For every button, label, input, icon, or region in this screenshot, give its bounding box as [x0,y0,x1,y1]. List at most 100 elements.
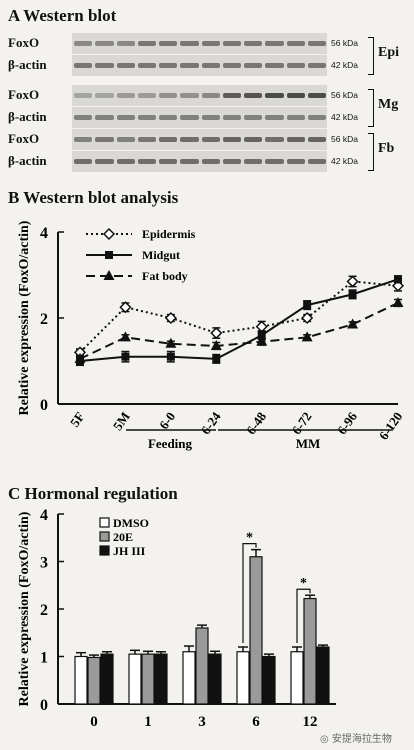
x-tick-label: 6-72 [289,409,315,437]
blot-band [116,63,135,68]
blot-band [265,115,284,120]
blot-band [307,41,326,46]
blot-row-label: β-actin [8,153,47,168]
blot-band [265,159,284,164]
wechat-icon: ◎ [320,734,332,745]
blot-band [286,41,305,46]
y-tick-label: 3 [40,555,48,572]
legend-swatch [99,545,110,556]
kda-label: 56 kDa [331,134,358,144]
blot-band [307,93,326,98]
blot-band [159,137,178,142]
blot-band [244,41,263,46]
bar [208,653,222,705]
watermark-text: 安提海拉生物 [331,734,392,745]
blot-band [159,115,178,120]
blot-band [137,137,156,142]
x-tick-label: 6-48 [243,409,269,438]
kda-label: 42 kDa [331,112,358,122]
bar [316,646,330,705]
bar [262,655,276,705]
bar [195,627,209,705]
blot-band [244,93,263,98]
blot-strip [72,55,327,76]
bar [290,651,304,705]
x-tick-label: 6 [252,714,260,730]
data-point [346,275,359,288]
legend-label: JH III [113,544,146,558]
y-axis-label: Relative expression (FoxO/actin) [17,220,32,415]
blot-band [74,41,93,46]
y-tick-label: 0 [40,697,48,714]
data-point [165,337,177,348]
blot-band [95,41,114,46]
blot-band [201,93,220,98]
blot-band [74,137,93,142]
legend-label: DMSO [113,516,149,530]
blot-band [244,115,263,120]
bar [87,656,101,705]
blot-strip [72,33,327,54]
blot-band [265,41,284,46]
legend-label: 20E [113,530,133,544]
blot-strip [72,107,327,128]
y-axis-label: Relative expression (FoxO/actin) [17,511,32,706]
data-point [103,270,115,280]
blot-band [137,63,156,68]
data-point [257,331,266,340]
kda-label: 56 kDa [331,90,358,100]
data-point [301,331,313,342]
data-point [394,275,402,284]
blot-band [95,63,114,68]
blot-band [307,115,326,120]
series-line [79,278,399,362]
x-tick-label: 6-120 [376,409,406,442]
blot-row-label: β-actin [8,57,47,72]
significance-star: * [300,576,307,591]
blot-band [201,137,220,142]
blot-band [244,63,263,68]
blot-band [74,115,93,120]
blot-band [180,159,199,164]
significance-bracket [296,588,311,643]
blot-band [286,63,305,68]
blot-band [74,63,93,68]
blot-band [222,63,241,68]
blot-band [116,93,135,98]
blot-strip [72,151,327,172]
significance-bracket [242,543,257,643]
x-tick-label: 12 [303,714,318,730]
significance-star: * [246,531,253,546]
bar [303,597,317,705]
blot-band [307,63,326,68]
blot-strip [72,85,327,106]
blot-band [159,41,178,46]
blot-band [137,115,156,120]
blot-band [307,137,326,142]
data-point [301,311,314,325]
bar [100,653,114,705]
blot-band [95,159,114,164]
tissue-label: Fb [378,141,395,156]
blot-band [201,115,220,120]
blot-band [95,137,114,142]
blot-band [116,41,135,46]
data-point [119,331,131,342]
blot-row-label: FoxO [8,87,40,102]
data-point [348,290,357,299]
y-tick-label: 2 [40,602,48,619]
blot-band [180,137,199,142]
x-tick-label: 1 [144,714,152,730]
bar [154,653,168,705]
blot-band [137,159,156,164]
data-point [164,311,177,325]
kda-label: 42 kDa [331,60,358,70]
blot-band [222,137,241,142]
blot-row-label: FoxO [8,131,40,146]
blot-band [116,115,135,120]
data-point [102,227,116,241]
blot-band [180,93,199,98]
blot-band [201,41,220,46]
